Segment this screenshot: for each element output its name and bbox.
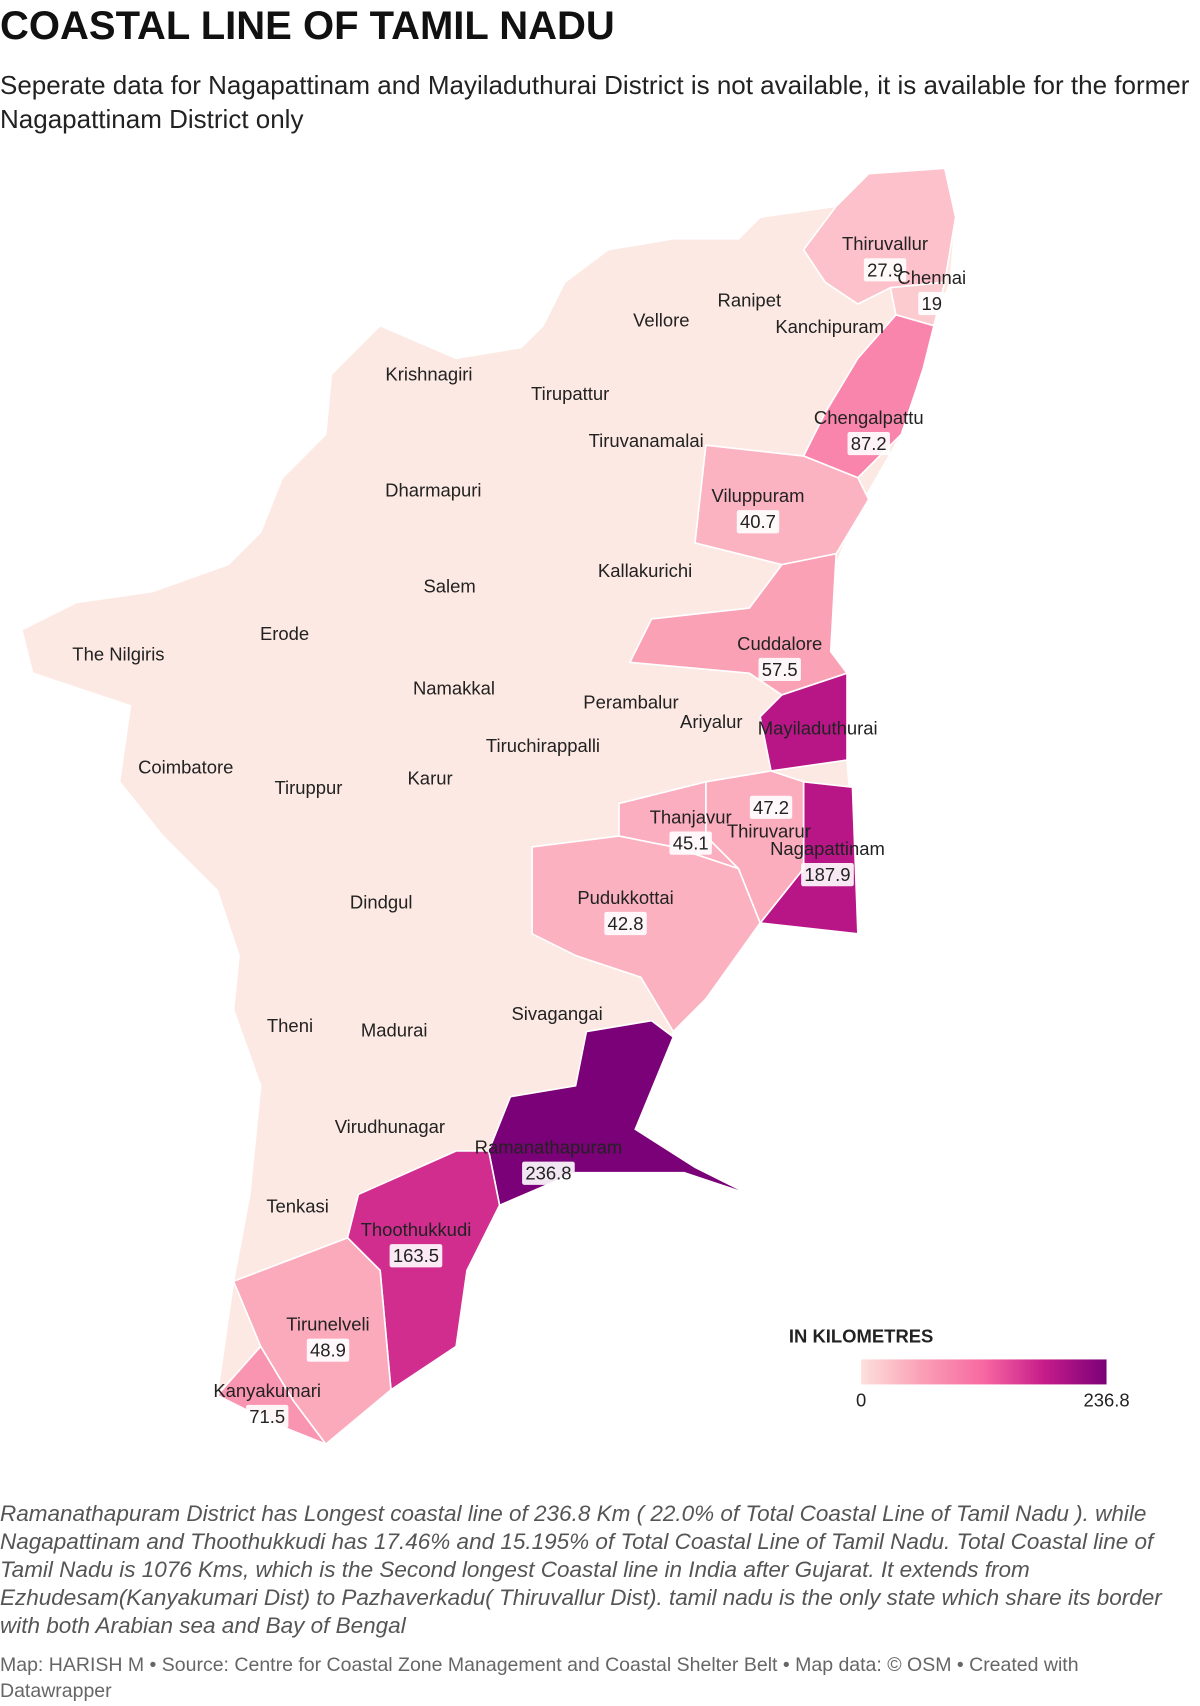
footer: Map: HARISH M • Source: Centre for Coast… (0, 1654, 1079, 1702)
legend-bar (861, 1359, 1107, 1385)
value-label-box (389, 1244, 443, 1268)
value-label: 236.8 (525, 1163, 571, 1184)
value-label-box (863, 258, 907, 282)
value-label: 71.5 (249, 1406, 285, 1427)
district-label: Tiruchirappalli (486, 735, 600, 756)
value-label-box (736, 510, 780, 534)
value-label: 42.8 (608, 913, 644, 934)
value-label: 19 (921, 293, 942, 314)
district-label: Dharmapuri (385, 480, 481, 501)
district-label: Tirupattur (531, 383, 609, 404)
subtitle: Seperate data for Nagapattinam and Mayil… (0, 70, 1190, 134)
district-label: Tenkasi (266, 1195, 329, 1216)
district-label: Krishnagiri (385, 364, 472, 385)
district-label: Tirunelveli (286, 1314, 369, 1335)
district-label: Vellore (633, 309, 689, 330)
value-label: 163.5 (393, 1245, 439, 1266)
value-label-box (847, 431, 890, 456)
district-label: Chengalpattu (814, 407, 924, 428)
district-label: Chennai (897, 267, 966, 288)
value-label-box (245, 1404, 289, 1429)
district-label: Tiruvanamalai (589, 430, 704, 451)
district-label: Perambalur (583, 691, 678, 712)
district-label: Cuddalore (737, 633, 822, 654)
district-label: Mayiladuthurai (758, 718, 878, 739)
district-label: Thiruvarur (727, 821, 811, 842)
district-label: Theni (267, 1015, 313, 1036)
value-label: 27.9 (867, 259, 903, 280)
legend-max: 236.8 (1083, 1390, 1129, 1411)
district-label: Coimbatore (138, 757, 233, 778)
district-label: Virudhunagar (335, 1116, 445, 1137)
district-label: Madurai (361, 1019, 428, 1040)
district-label: Thiruvallur (842, 233, 928, 254)
district-label: Tiruppur (274, 777, 342, 798)
district-label: Thoothukkudi (361, 1219, 472, 1240)
legend-title: IN KILOMETRES (789, 1326, 933, 1347)
value-label: 40.7 (740, 511, 776, 532)
district-label: Ariyalur (680, 711, 743, 732)
district-label: Dindgul (350, 891, 413, 912)
district-label: Thanjavur (650, 807, 732, 828)
value-label: 47.2 (753, 797, 789, 818)
district-label: Namakkal (413, 677, 495, 698)
value-label: 57.5 (762, 659, 798, 680)
district-label: Sivagangai (511, 1003, 602, 1024)
legend-min: 0 (856, 1390, 866, 1411)
value-label: 87.2 (851, 433, 887, 454)
value-label-box (758, 657, 801, 681)
district-label: Salem (423, 575, 475, 596)
district-label: Viluppuram (712, 485, 805, 506)
district (487, 1019, 750, 1207)
district-label: Kanchipuram (775, 316, 884, 337)
district-label: The Nilgiris (72, 644, 164, 665)
district-label: Erode (260, 623, 309, 644)
value-label: 187.9 (804, 864, 850, 885)
district-label: Ranipet (718, 290, 782, 311)
value-label-box (306, 1338, 350, 1362)
value-label-box (801, 863, 854, 887)
value-label-box (604, 911, 647, 936)
value-label-box (522, 1161, 575, 1185)
district-label: Ramanathapuram (475, 1137, 623, 1158)
description: Ramanathapuram District has Longest coas… (0, 1501, 1162, 1638)
value-label-box (749, 795, 793, 819)
title: COASTAL LINE OF TAMIL NADU (0, 4, 615, 48)
value-label-box (918, 291, 946, 316)
district-label: Karur (408, 767, 453, 788)
value-label-box (669, 831, 712, 855)
district (759, 672, 848, 772)
value-label: 45.1 (673, 833, 709, 854)
value-label: 48.9 (310, 1340, 346, 1361)
district-label: Nagapattinam (770, 838, 885, 859)
district-label: Pudukkottai (577, 887, 673, 908)
district-label: Kanyakumari (213, 1380, 321, 1401)
district-label: Kallakurichi (598, 560, 692, 581)
